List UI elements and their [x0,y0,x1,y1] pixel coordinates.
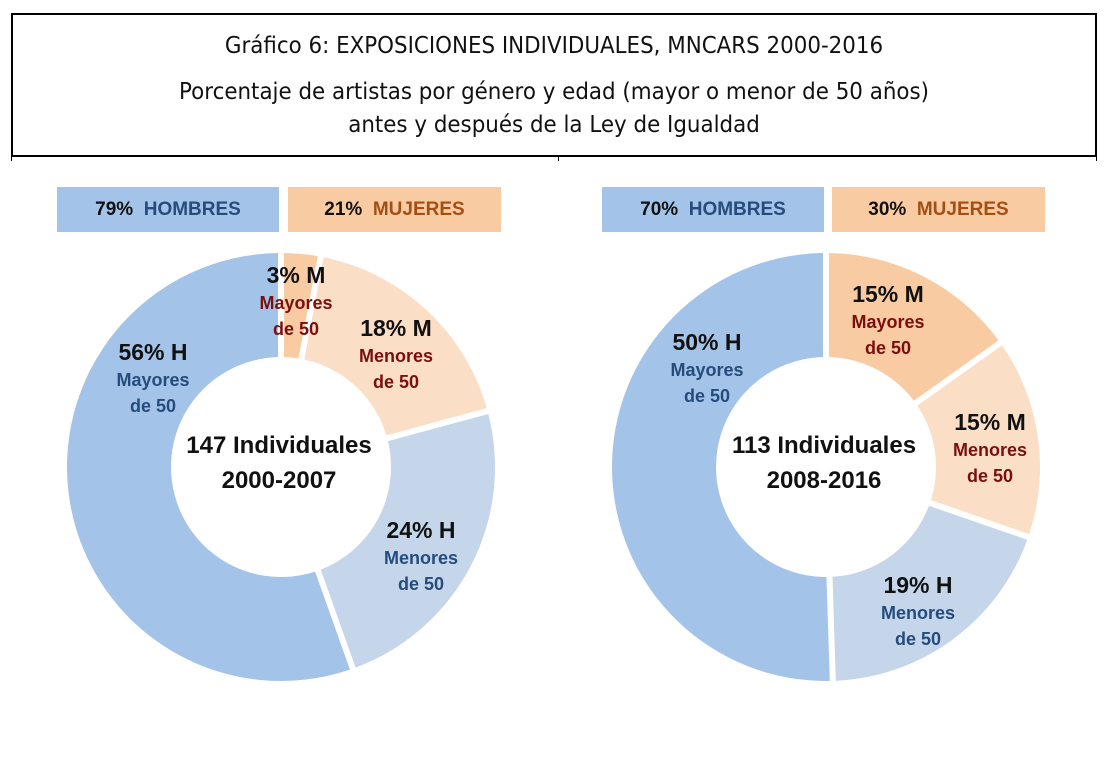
slice-sub-label: Mayores [670,360,743,380]
legend-pct: 70% [640,199,679,220]
slice-sub-label: de 50 [398,574,444,594]
slice-percent-label: 15% M [954,409,1026,435]
slice-percent-label: 18% M [360,315,432,341]
legend-pct: 21% [324,199,363,220]
donut-slice [320,413,495,668]
donut-slice [304,257,487,436]
chart-title-box: Gráfico 6: EXPOSICIONES INDIVIDUALES, MN… [11,13,1097,157]
slice-sub-label: de 50 [373,372,419,392]
donut-center-label: 2000-2007 [222,467,337,494]
legend-hombres-chart2: 70% HOMBRES [602,187,824,232]
slice-sub-label: de 50 [130,396,176,416]
chart-subtitle-line1: Porcentaje de artistas por género y edad… [179,79,929,105]
chart-title: Gráfico 6: EXPOSICIONES INDIVIDUALES, MN… [224,33,884,59]
legend-hombres-chart1: 79% HOMBRES [57,187,279,232]
slice-percent-label: 3% M [267,262,326,288]
donut-slice [832,505,1028,681]
donut-slice [917,345,1040,535]
slice-sub-label: Menores [384,548,458,568]
donut-center-label: 2008-2016 [767,467,882,494]
legend-pct: 79% [95,199,134,220]
donut-slice [611,253,830,682]
slice-percent-label: 56% H [118,339,187,365]
slice-sub-label: de 50 [967,466,1013,486]
slice-sub-label: Menores [953,440,1027,460]
donut-chart-2000-2007: 3% M Mayores de 50 18% M Menores de 50 24% H Me… [66,253,495,681]
slice-sub-label: de 50 [273,319,319,339]
slice-percent-label: 15% M [852,281,924,307]
donut-chart-2008-2016: 15% M Mayores de 50 15% M Menores de 50 19% H M… [611,253,1040,682]
donut-slice [283,253,318,359]
chart-subtitle-line2: antes y después de la Ley de Igualdad [348,112,760,138]
donut-center-label: 113 Individuales [732,432,916,459]
slice-percent-label: 19% H [883,572,952,598]
legend-label: MUJERES [916,199,1009,220]
slice-percent-label: 50% H [672,329,741,355]
legend-pct: 30% [868,199,907,220]
donut-slice [828,253,999,401]
slice-sub-label: de 50 [895,629,941,649]
slice-sub-label: de 50 [684,386,730,406]
border-tick [558,157,559,161]
border-tick [1096,157,1097,161]
donut-slice [66,253,350,681]
donut-center-label: 147 Individuales [186,432,371,459]
slice-sub-label: Mayores [259,293,332,313]
slice-sub-label: de 50 [865,338,911,358]
slice-sub-label: Menores [881,603,955,623]
legend-label: MUJERES [372,199,465,220]
slice-percent-label: 24% H [386,517,455,543]
legend-mujeres-chart2: 30% MUJERES [832,187,1045,232]
border-tick [11,157,12,161]
legend-label: HOMBRES [143,199,241,220]
slice-sub-label: Menores [359,346,433,366]
slice-sub-label: Mayores [116,370,189,390]
legend-mujeres-chart1: 21% MUJERES [288,187,501,232]
slice-sub-label: Mayores [851,312,924,332]
legend-label: HOMBRES [688,199,786,220]
